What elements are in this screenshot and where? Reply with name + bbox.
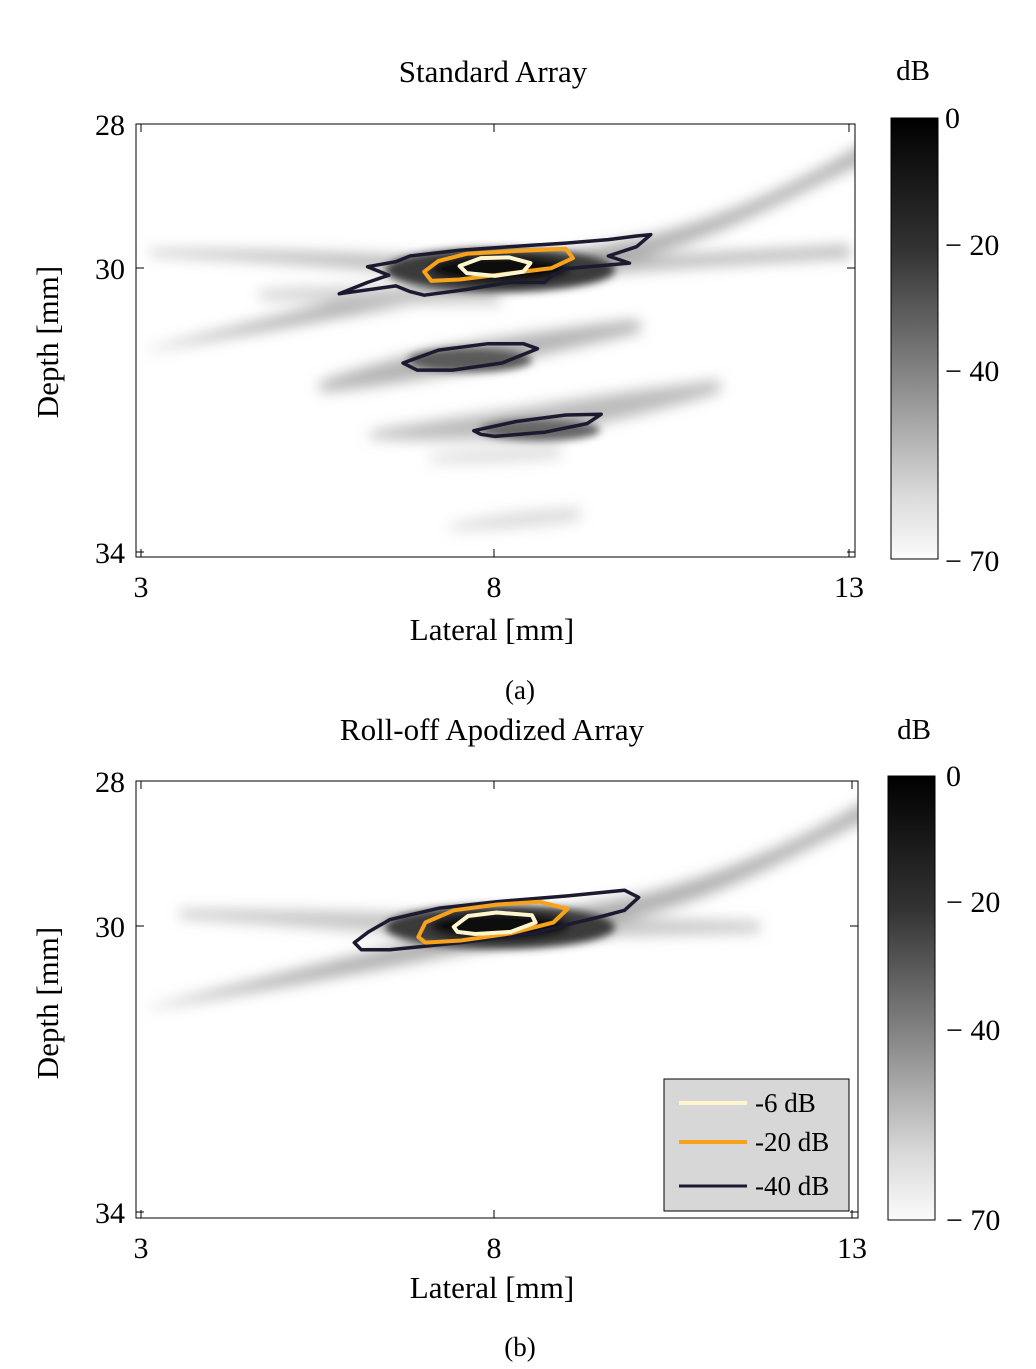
colorbar-tick: − 40	[946, 1014, 1000, 1047]
x-tick-label: 8	[487, 571, 502, 604]
contour-line	[416, 899, 570, 945]
y-tick-label: 30	[95, 911, 125, 944]
panel-caption: (b)	[504, 1332, 535, 1362]
panel-caption: (a)	[505, 675, 535, 705]
contour-line	[337, 232, 653, 297]
x-tick-label: 13	[834, 571, 864, 604]
x-axis-label: Lateral [mm]	[410, 1270, 574, 1305]
colorbar-gradient	[890, 117, 939, 560]
colorbar: dB 0 − 20 − 40 − 70	[890, 55, 999, 578]
x-axis-label: Lateral [mm]	[410, 612, 574, 647]
y-tick-label: 34	[95, 1197, 125, 1230]
legend-label: -40 dB	[755, 1171, 829, 1201]
x-tick-label: 8	[487, 1232, 502, 1265]
contour-lines	[337, 232, 653, 439]
x-tick-label: 13	[837, 1232, 867, 1265]
colorbar-tick: − 70	[946, 1204, 1000, 1237]
colorbar-label: dB	[896, 55, 930, 87]
plot-frame	[135, 780, 859, 1219]
colorbar-tick: 0	[945, 102, 960, 135]
tick-marks	[136, 123, 855, 557]
contour-line	[457, 255, 533, 278]
y-tick-label: 34	[95, 537, 125, 570]
legend: -6 dB -20 dB -40 dB	[663, 1078, 850, 1212]
y-tick-label: 30	[95, 253, 125, 286]
contour-line	[422, 246, 575, 283]
colorbar-gradient	[887, 775, 936, 1221]
contour-line	[472, 412, 603, 439]
tick-marks	[136, 780, 858, 1218]
colorbar-tick: − 70	[945, 545, 999, 578]
contour-line	[451, 910, 538, 936]
y-tick-label: 28	[95, 766, 125, 799]
legend-label: -20 dB	[755, 1127, 829, 1157]
contour-line	[401, 341, 540, 372]
x-tick-label: 3	[134, 1232, 149, 1265]
contour-line	[352, 888, 641, 952]
y-axis-label: Depth [mm]	[30, 927, 65, 1079]
colorbar: dB 0 − 20 − 40 − 70	[887, 714, 1000, 1237]
heatmap-image	[140, 148, 855, 530]
colorbar-label: dB	[897, 714, 931, 746]
plot-frame	[135, 123, 856, 558]
contour-lines	[352, 888, 641, 952]
y-tick-label: 28	[95, 109, 125, 142]
y-axis-label: Depth [mm]	[30, 266, 65, 418]
colorbar-tick: − 20	[946, 886, 1000, 919]
chart-title: Standard Array	[399, 54, 588, 89]
colorbar-tick: − 20	[945, 229, 999, 262]
x-tick-label: 3	[134, 571, 149, 604]
panel-a: Standard Array	[30, 54, 999, 705]
colorbar-tick: − 40	[945, 355, 999, 388]
colorbar-tick: 0	[946, 760, 961, 793]
legend-label: -6 dB	[755, 1088, 816, 1118]
panel-b: Roll-off Apodized Array 28 30 34 3 8 1	[30, 712, 1000, 1362]
chart-title: Roll-off Apodized Array	[340, 712, 645, 747]
